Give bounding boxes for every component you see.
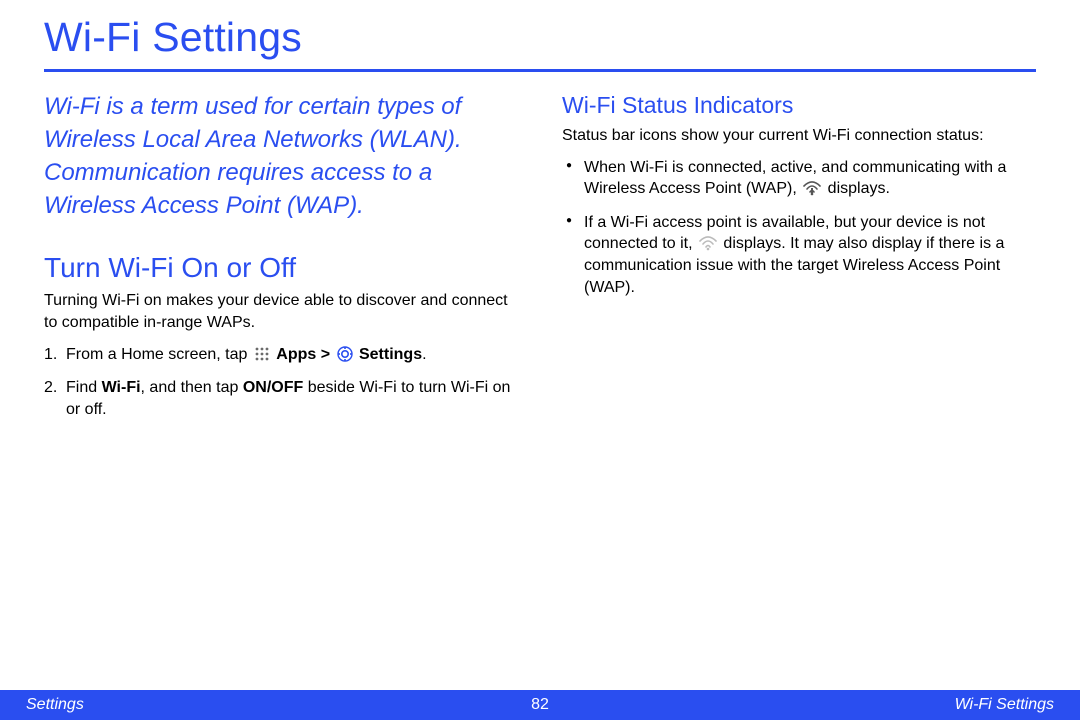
document-page: Wi-Fi Settings Wi-Fi is a term used for … (0, 0, 1080, 720)
bullet-text: When Wi-Fi is connected, active, and com… (584, 159, 1006, 198)
step-text: , and then tap (141, 379, 243, 396)
bullet-item: When Wi-Fi is connected, active, and com… (562, 157, 1036, 200)
status-heading: Wi-Fi Status Indicators (562, 92, 1036, 119)
step-text: From a Home screen, tap (66, 346, 252, 363)
right-column: Wi-Fi Status Indicators Status bar icons… (562, 90, 1036, 432)
footer-page-number: 82 (531, 696, 549, 714)
turn-heading: Turn Wi-Fi On or Off (44, 252, 518, 284)
status-body: Status bar icons show your current Wi-Fi… (562, 125, 1036, 147)
step-bold: ON/OFF (243, 379, 303, 396)
step-item: Find Wi-Fi, and then tap ON/OFF beside W… (44, 377, 518, 420)
step-bold: Settings (359, 346, 422, 363)
status-bullets: When Wi-Fi is connected, active, and com… (562, 157, 1036, 299)
step-text: . (422, 346, 426, 363)
step-text: Find (66, 379, 102, 396)
content-columns: Wi-Fi is a term used for certain types o… (44, 90, 1036, 432)
apps-grid-icon (254, 346, 270, 362)
page-title: Wi-Fi Settings (44, 14, 1036, 72)
turn-body: Turning Wi-Fi on makes your device able … (44, 290, 518, 333)
settings-gear-icon (337, 346, 353, 362)
step-bold: Wi-Fi (102, 379, 141, 396)
bullet-text: displays. (823, 180, 890, 197)
footer-right: Wi-Fi Settings (955, 696, 1054, 714)
step-item: From a Home screen, tap Apps > (44, 344, 518, 366)
footer-left: Settings (26, 696, 84, 714)
turn-steps: From a Home screen, tap Apps > (44, 344, 518, 421)
wifi-available-icon (699, 235, 717, 251)
wifi-connected-icon (803, 180, 821, 196)
bullet-item: If a Wi-Fi access point is available, bu… (562, 212, 1036, 298)
intro-paragraph: Wi-Fi is a term used for certain types o… (44, 90, 518, 222)
page-footer: Settings 82 Wi-Fi Settings (0, 690, 1080, 720)
left-column: Wi-Fi is a term used for certain types o… (44, 90, 518, 432)
step-bold: Apps > (276, 346, 334, 363)
